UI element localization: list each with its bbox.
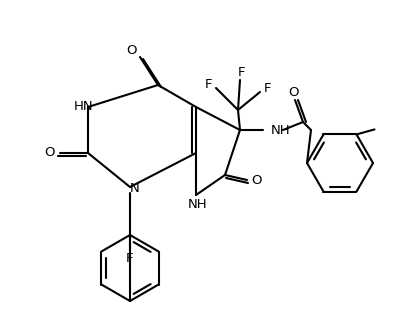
Text: NH: NH — [188, 199, 208, 212]
Text: HN: HN — [74, 100, 94, 113]
Text: O: O — [289, 86, 299, 98]
Text: F: F — [238, 66, 246, 79]
Text: F: F — [264, 83, 272, 96]
Text: NH: NH — [271, 123, 291, 136]
Text: O: O — [45, 146, 55, 159]
Text: F: F — [205, 77, 213, 90]
Text: F: F — [126, 251, 134, 264]
Text: O: O — [127, 44, 137, 57]
Text: O: O — [252, 173, 262, 187]
Text: N: N — [130, 181, 140, 194]
